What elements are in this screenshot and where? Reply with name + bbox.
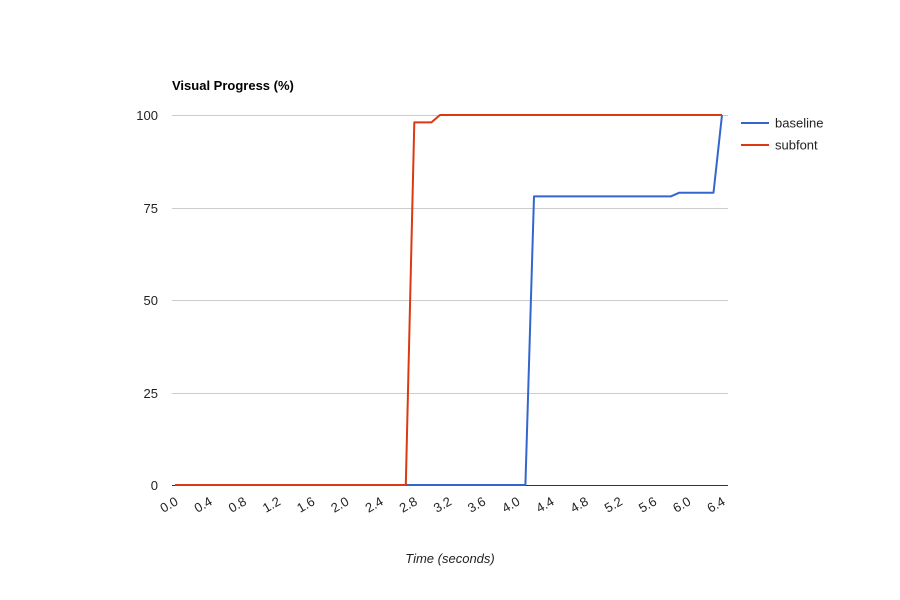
x-tick-label: 2.0 bbox=[328, 494, 351, 516]
x-tick-label: 1.6 bbox=[294, 494, 317, 516]
x-tick-label: 4.4 bbox=[533, 494, 556, 516]
y-tick-label: 100 bbox=[136, 108, 158, 123]
x-tick-label: 2.8 bbox=[397, 494, 420, 516]
x-tick-label: 5.6 bbox=[636, 494, 659, 516]
x-axis-label: Time (seconds) bbox=[405, 551, 494, 566]
series-line-subfont bbox=[175, 114, 722, 486]
y-tick-label: 0 bbox=[151, 478, 158, 493]
gridlines bbox=[172, 115, 728, 394]
legend: baseline subfont bbox=[741, 116, 823, 153]
y-tick-label: 75 bbox=[144, 201, 158, 216]
y-tick-label: 25 bbox=[144, 386, 158, 401]
x-tick-label: 3.2 bbox=[431, 494, 454, 516]
x-tick-label: 3.6 bbox=[465, 494, 488, 516]
x-axis-ticks: 0.0 0.4 0.8 1.2 1.6 2.0 2.4 2.8 3.2 3.6 4.0 4.4 4.8 5… bbox=[157, 494, 727, 516]
x-tick-label: 5.2 bbox=[602, 494, 625, 516]
series-lines bbox=[175, 114, 723, 486]
series-line-baseline bbox=[175, 114, 723, 486]
x-tick-label: 0.8 bbox=[226, 494, 249, 516]
legend-label-subfont: subfont bbox=[775, 138, 818, 153]
y-tick-label: 50 bbox=[144, 293, 158, 308]
x-tick-label: 6.4 bbox=[704, 494, 727, 516]
x-tick-label: 2.4 bbox=[362, 494, 385, 516]
x-tick-label: 0.0 bbox=[157, 494, 180, 516]
x-tick-label: 1.2 bbox=[260, 494, 283, 516]
x-tick-label: 6.0 bbox=[670, 494, 693, 516]
x-tick-label: 4.8 bbox=[568, 494, 591, 516]
chart-title: Visual Progress (%) bbox=[172, 78, 294, 93]
x-tick-label: 4.0 bbox=[499, 494, 522, 516]
legend-label-baseline: baseline bbox=[775, 116, 823, 131]
y-axis-ticks: 0 25 50 75 100 bbox=[136, 108, 158, 493]
x-tick-label: 0.4 bbox=[192, 494, 215, 516]
